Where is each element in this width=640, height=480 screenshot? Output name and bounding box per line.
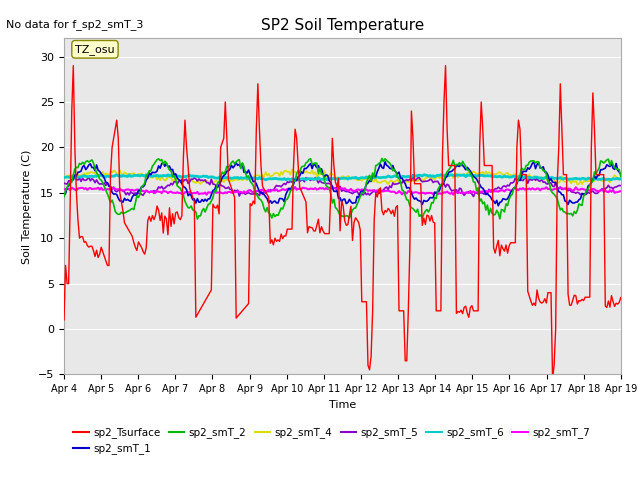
sp2_Tsurface	[255, 126, 263, 132]
sp2_Tsurface	[548, 376, 556, 382]
Line: sp2_smT_2: sp2_smT_2	[64, 158, 621, 219]
sp2_smT_5	[617, 183, 625, 189]
sp2_Tsurface	[130, 240, 138, 245]
sp2_smT_1	[303, 164, 311, 170]
sp2_smT_6	[617, 176, 625, 182]
sp2_smT_5	[226, 187, 234, 192]
Y-axis label: Soil Temperature (C): Soil Temperature (C)	[22, 149, 33, 264]
sp2_smT_5	[244, 190, 252, 195]
sp2_smT_6	[448, 172, 456, 178]
sp2_smT_7	[291, 184, 299, 190]
sp2_smT_6	[60, 175, 68, 180]
sp2_Tsurface	[70, 63, 77, 69]
Line: sp2_smT_4: sp2_smT_4	[64, 169, 621, 185]
Legend: sp2_Tsurface, sp2_smT_1, sp2_smT_2, sp2_smT_4, sp2_smT_5, sp2_smT_6, sp2_smT_7: sp2_Tsurface, sp2_smT_1, sp2_smT_2, sp2_…	[69, 423, 594, 459]
sp2_smT_5	[60, 180, 68, 186]
sp2_smT_4	[60, 174, 68, 180]
sp2_smT_2	[255, 196, 263, 202]
sp2_smT_7	[129, 187, 136, 192]
sp2_smT_7	[254, 188, 262, 193]
sp2_smT_1	[381, 159, 389, 165]
sp2_Tsurface	[246, 201, 254, 206]
sp2_smT_6	[129, 173, 136, 179]
sp2_smT_2	[589, 178, 596, 183]
Line: sp2_smT_5: sp2_smT_5	[64, 175, 621, 196]
sp2_smT_4	[589, 179, 596, 185]
sp2_Tsurface	[228, 185, 236, 191]
sp2_smT_5	[589, 188, 596, 194]
sp2_Tsurface	[60, 317, 68, 323]
sp2_smT_2	[228, 159, 236, 165]
sp2_smT_7	[244, 188, 252, 193]
Title: SP2 Soil Temperature: SP2 Soil Temperature	[260, 18, 424, 33]
sp2_smT_2	[378, 156, 386, 161]
Line: sp2_smT_6: sp2_smT_6	[64, 175, 621, 180]
sp2_smT_4	[573, 182, 581, 188]
sp2_smT_6	[244, 175, 252, 181]
sp2_smT_5	[303, 176, 311, 182]
sp2_smT_1	[129, 194, 136, 200]
sp2_smT_7	[617, 188, 625, 194]
sp2_smT_1	[589, 177, 596, 182]
sp2_Tsurface	[617, 295, 625, 300]
sp2_Tsurface	[305, 224, 313, 229]
sp2_smT_7	[226, 189, 234, 195]
sp2_smT_4	[617, 176, 625, 182]
sp2_smT_7	[60, 186, 68, 192]
sp2_smT_1	[226, 166, 234, 172]
Line: sp2_smT_1: sp2_smT_1	[64, 162, 621, 206]
Line: sp2_Tsurface: sp2_Tsurface	[64, 66, 621, 379]
sp2_smT_7	[305, 186, 313, 192]
sp2_smT_2	[305, 156, 313, 162]
sp2_smT_1	[60, 192, 68, 198]
sp2_smT_5	[470, 193, 477, 199]
Text: No data for f_sp2_smT_3: No data for f_sp2_smT_3	[6, 19, 144, 30]
sp2_smT_1	[244, 167, 252, 173]
sp2_smT_1	[254, 185, 262, 191]
sp2_smT_5	[254, 191, 262, 197]
sp2_smT_4	[305, 170, 313, 176]
sp2_smT_4	[244, 175, 252, 181]
sp2_smT_6	[287, 177, 294, 183]
sp2_smT_2	[617, 174, 625, 180]
sp2_smT_2	[246, 178, 254, 184]
sp2_smT_4	[254, 172, 262, 178]
sp2_smT_7	[589, 186, 596, 192]
sp2_smT_2	[129, 205, 136, 211]
sp2_smT_6	[254, 176, 262, 182]
sp2_smT_5	[129, 190, 136, 196]
X-axis label: Time: Time	[329, 400, 356, 409]
sp2_smT_4	[129, 171, 136, 177]
sp2_smT_1	[495, 203, 502, 209]
sp2_smT_5	[409, 172, 417, 178]
sp2_smT_2	[60, 194, 68, 200]
sp2_smT_2	[193, 216, 201, 222]
sp2_smT_6	[305, 176, 313, 181]
sp2_smT_1	[617, 171, 625, 177]
sp2_smT_6	[226, 175, 234, 181]
sp2_smT_7	[449, 192, 457, 197]
sp2_smT_6	[589, 177, 596, 183]
sp2_smT_4	[226, 179, 234, 184]
sp2_smT_4	[288, 167, 296, 172]
Text: TZ_osu: TZ_osu	[75, 44, 115, 55]
sp2_Tsurface	[589, 90, 596, 96]
Line: sp2_smT_7: sp2_smT_7	[64, 187, 621, 194]
